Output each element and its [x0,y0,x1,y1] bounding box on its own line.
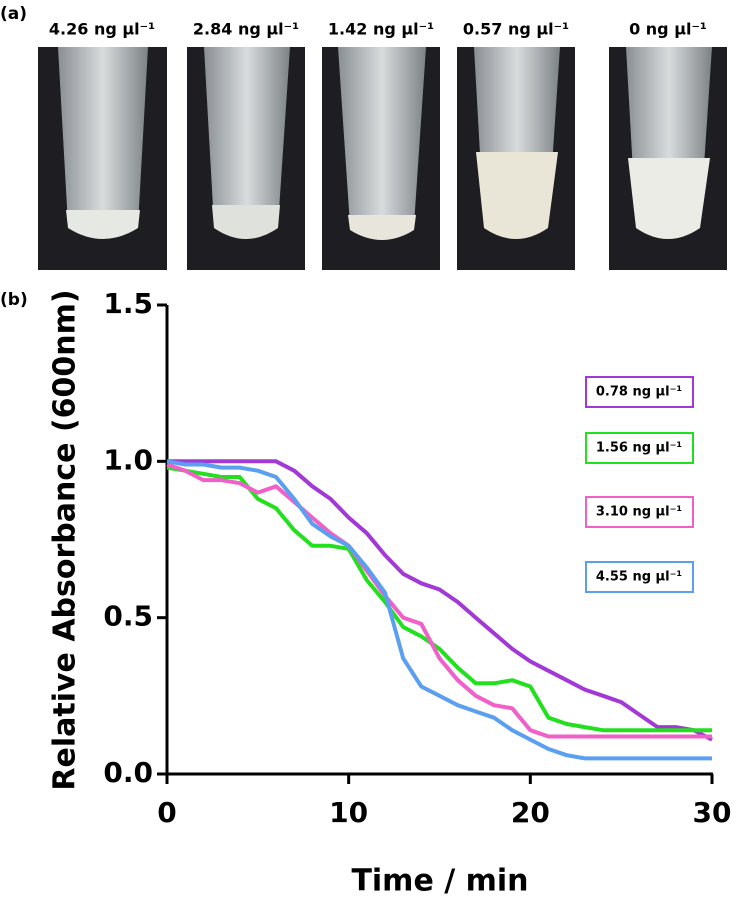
photo [609,47,727,270]
legend-label: 1.56 ng µl⁻¹ [596,441,682,456]
data-line [166,465,712,733]
photo [187,47,305,270]
data-line [166,462,712,739]
x-tick-label: 10 [329,796,368,829]
data-line [167,459,713,742]
data-line [166,459,712,761]
legend-box [585,496,694,528]
photo-label: 1.42 ng µl⁻¹ [328,20,434,39]
x-tick-label: 20 [511,796,550,829]
photo-label: 2.84 ng µl⁻¹ [193,20,299,39]
legend-label: 4.55 ng µl⁻¹ [596,570,682,585]
legend-box [585,561,694,593]
y-tick-label: 1.0 [103,443,153,476]
x-tick-label: 0 [157,796,176,829]
photo [38,47,167,270]
x-axis-title: Time / min [351,864,528,899]
photo-label: 0.57 ng µl⁻¹ [463,20,569,39]
y-axis-title: Relative Absorbance (600nm) [48,289,83,790]
y-tick-label: 0.0 [103,756,153,789]
x-tick-label: 30 [693,796,732,829]
legend-box [585,432,694,464]
legend-label: 3.10 ng µl⁻¹ [596,505,682,520]
panel-label: (b) [0,290,28,310]
y-tick-label: 0.5 [103,600,153,633]
panel-label: (a) [0,4,27,24]
legend-label: 0.78 ng µl⁻¹ [596,385,682,400]
legend-box [585,376,694,408]
photo-label: 4.26 ng µl⁻¹ [49,20,155,39]
photo [457,47,575,270]
photo-label: 0 ng µl⁻¹ [629,20,707,39]
photo [322,47,440,270]
y-tick-label: 1.5 [103,287,153,320]
